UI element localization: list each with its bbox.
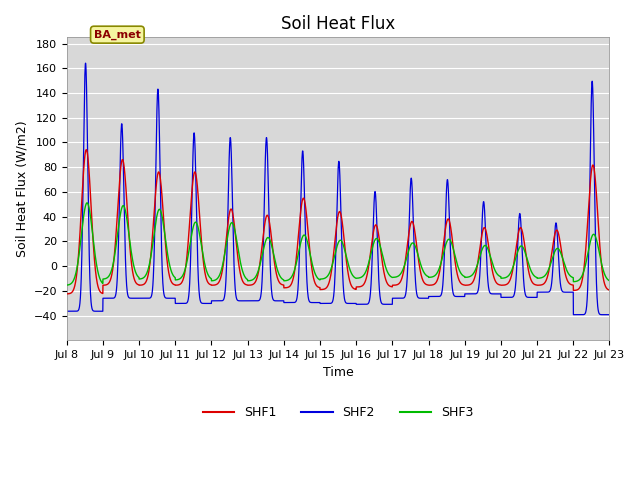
Legend: SHF1, SHF2, SHF3: SHF1, SHF2, SHF3 (198, 401, 479, 424)
Title: Soil Heat Flux: Soil Heat Flux (281, 15, 396, 33)
X-axis label: Time: Time (323, 366, 353, 379)
Text: BA_met: BA_met (94, 30, 141, 40)
Y-axis label: Soil Heat Flux (W/m2): Soil Heat Flux (W/m2) (15, 120, 28, 257)
